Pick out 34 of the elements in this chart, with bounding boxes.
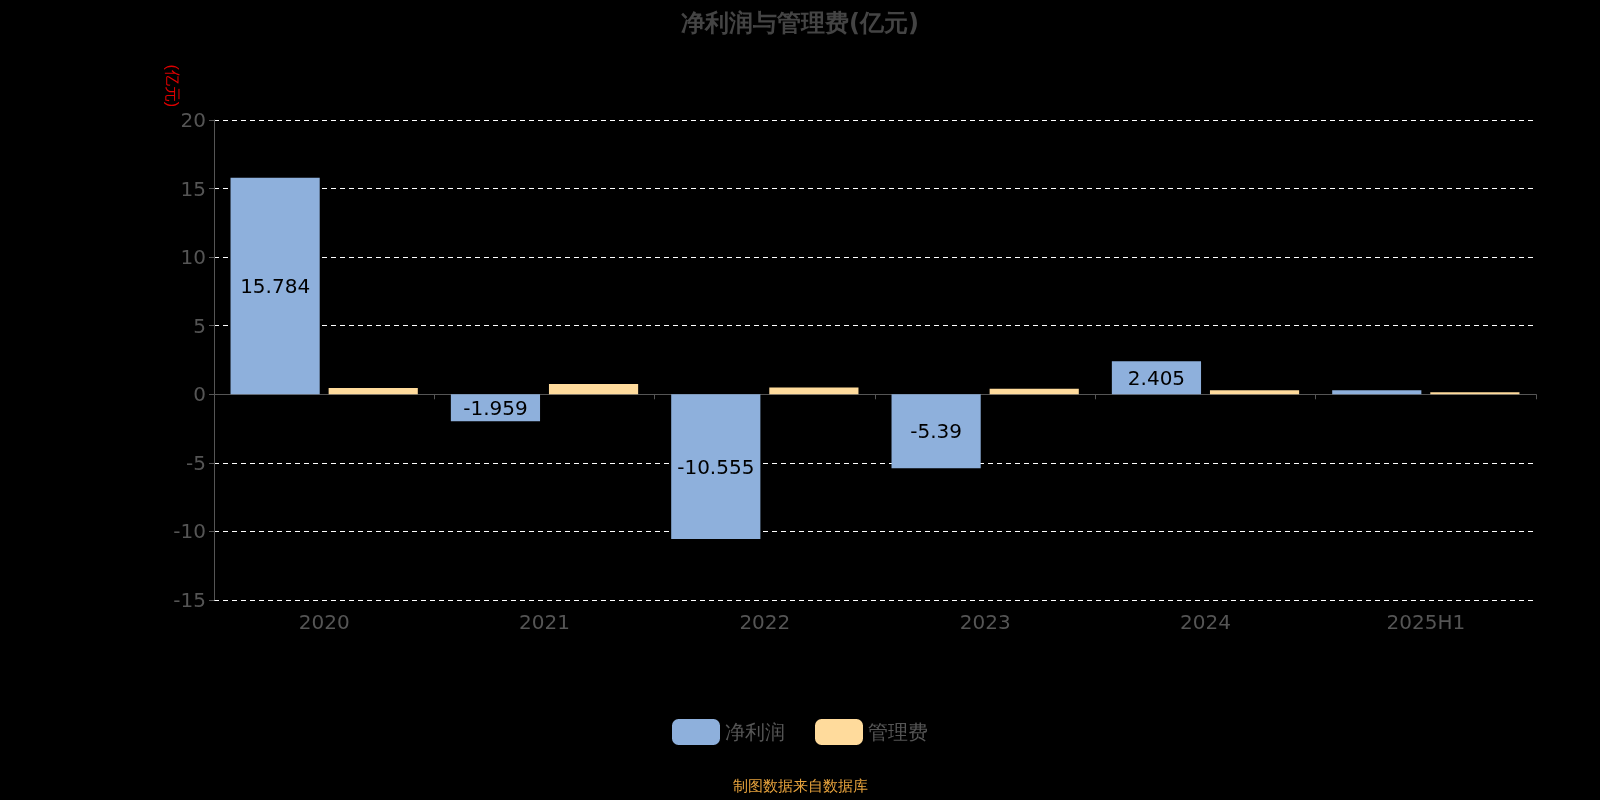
x-tick-label: 2020 [298,610,350,634]
y-tick-label: 15 [180,176,206,201]
y-tick-label: 20 [180,108,206,132]
data-label: 15.784 [240,274,311,299]
data-label: -5.39 [910,419,962,444]
legend-label: 管理费 [868,720,928,744]
y-tick-label: -10 [173,519,206,544]
bar [989,388,1079,395]
x-tick-label: 2024 [1180,610,1231,634]
bar [328,388,418,395]
x-tick-label: 2022 [739,610,791,634]
y-tick-label: 5 [193,313,206,338]
y-tick-label: -5 [186,450,206,475]
chart-title: 净利润与管理费(亿元) [681,9,919,37]
x-tick-label: 2021 [519,610,570,634]
y-tick-label: 10 [180,245,206,270]
y-axis-title: (亿元) [163,64,181,108]
x-tick-label: 2023 [959,610,1011,634]
text: 制图数据来自数据库 [732,776,868,795]
x-tick-label: 2025H1 [1386,610,1466,634]
bar [671,394,761,540]
data-label: 2.405 [1127,365,1186,390]
bar [891,394,981,469]
y-tick-label: 0 [193,382,206,407]
data-label: -10.555 [677,454,755,479]
data-label: -1.959 [463,395,528,420]
bar [548,384,639,395]
bar [1430,392,1520,395]
legend-label: 净利润 [725,720,785,744]
bar [769,387,859,395]
bar [1209,390,1300,395]
bar [1332,390,1422,395]
bar [230,177,320,395]
y-tick-label: -15 [173,588,206,612]
